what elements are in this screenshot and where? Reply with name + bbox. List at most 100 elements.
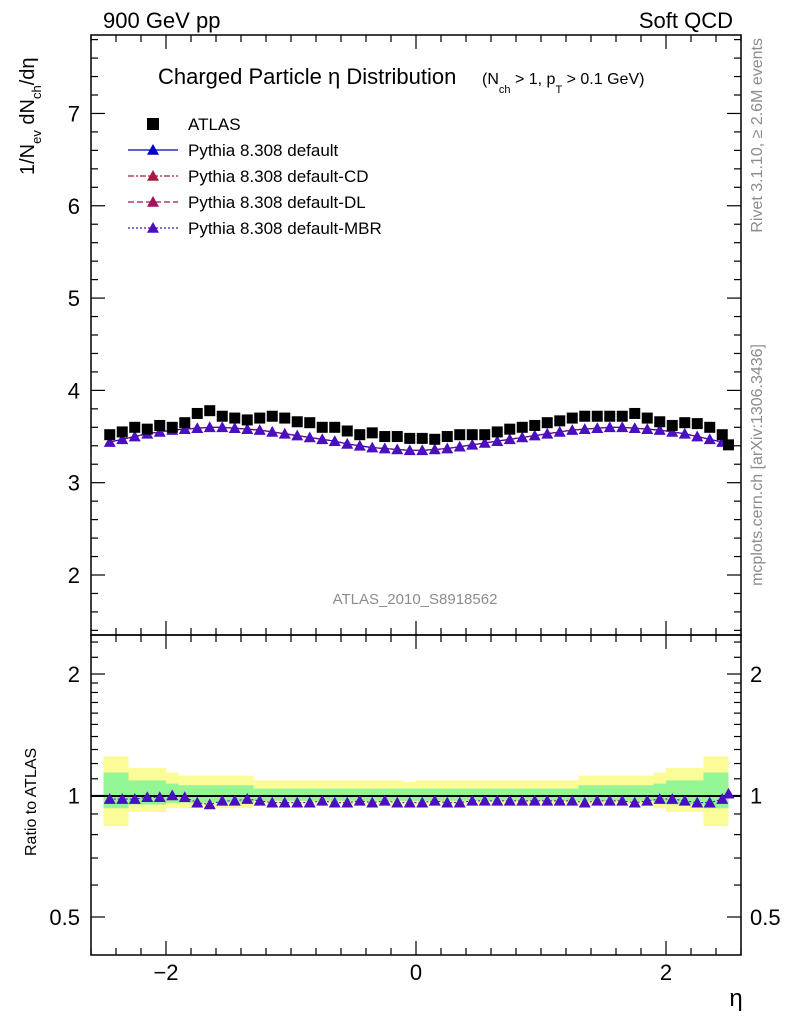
ratio-point <box>353 794 366 806</box>
legend-label: Pythia 8.308 default <box>188 141 339 160</box>
ratio-point <box>653 793 666 804</box>
mc-point <box>678 427 691 439</box>
mc-point <box>353 439 366 451</box>
atlas-point <box>541 417 553 429</box>
ratio-point <box>691 796 704 808</box>
ratio-point <box>141 791 154 803</box>
ratio-point <box>416 796 429 808</box>
mc-point <box>253 424 266 435</box>
x-tick-label: 0 <box>410 960 422 985</box>
ratio-y-tick-label: 0.5 <box>49 905 80 930</box>
ratio-point <box>303 796 316 808</box>
atlas-point <box>366 427 378 439</box>
main-y-axis-label: 1/Nev dNch/dη <box>17 57 44 175</box>
mc-point <box>578 423 591 434</box>
main-y-tick-label: 7 <box>68 101 80 126</box>
legend-marker-triangle <box>147 170 159 181</box>
atlas-point <box>279 412 291 424</box>
ratio-point <box>516 794 529 806</box>
atlas-point <box>141 423 153 435</box>
mc-point <box>278 427 291 439</box>
ratio-point <box>722 787 735 799</box>
ratio-point <box>378 794 391 806</box>
ratio-point <box>466 794 479 806</box>
ratio-point <box>166 789 179 801</box>
atlas-point <box>104 429 116 441</box>
mc-point <box>216 421 229 433</box>
mc-point <box>103 436 116 447</box>
atlas-point <box>666 419 678 431</box>
ratio-band-stat <box>178 785 254 803</box>
ratio-point <box>716 793 729 804</box>
atlas-point <box>441 431 453 443</box>
atlas-point <box>404 432 416 444</box>
atlas-point <box>466 429 478 441</box>
mc-point <box>241 423 254 434</box>
mc-line <box>109 426 723 451</box>
ratio-point <box>341 796 354 808</box>
ratio-point <box>291 796 304 808</box>
ratio-point <box>253 794 266 806</box>
ratio-point <box>403 796 416 808</box>
ratio-y-axis-label: Ratio to ATLAS <box>23 748 40 856</box>
atlas-point <box>654 416 666 428</box>
atlas-point <box>166 421 178 433</box>
mc-point <box>341 437 354 449</box>
mc-point <box>416 444 429 456</box>
atlas-point <box>179 417 191 429</box>
ratio-point <box>153 791 166 803</box>
mc-point <box>641 423 654 434</box>
main-y-tick-label: 5 <box>68 286 80 311</box>
ratio-point <box>103 793 116 804</box>
plot-title: Charged Particle η Distribution <box>158 64 456 89</box>
ratio-point <box>616 794 629 806</box>
mc-point <box>203 421 216 433</box>
mc-point <box>603 421 616 433</box>
mc-point <box>366 441 379 453</box>
header-left: 900 GeV pp <box>103 8 220 33</box>
atlas-point <box>291 416 303 428</box>
ratio-point <box>203 798 216 810</box>
axis-ticks: −2 0 2 2 3 4 5 6 7 0.5 0.5 1 1 2 2 <box>49 35 781 985</box>
ratio-point <box>116 793 129 804</box>
ratio-y-tick-label: 1 <box>68 784 80 809</box>
ratio-point <box>666 793 679 804</box>
atlas-point <box>429 433 441 445</box>
ratio-point <box>553 794 566 806</box>
atlas-point <box>704 421 716 433</box>
atlas-point <box>204 405 216 417</box>
ratio-point <box>191 796 204 808</box>
mc-point <box>153 425 166 437</box>
atlas-point <box>254 412 266 424</box>
ratio-point <box>628 796 641 808</box>
ratio-point <box>216 794 229 806</box>
mc-point <box>553 425 566 437</box>
atlas-point <box>341 425 353 437</box>
side-label-rivet: Rivet 3.1.10, ≥ 2.6M events <box>749 38 766 233</box>
legend-label: Pythia 8.308 default-MBR <box>188 219 382 238</box>
atlas-point <box>391 431 403 443</box>
mc-point <box>691 430 704 442</box>
x-tick-label: 2 <box>660 960 672 985</box>
ratio-point <box>478 794 491 806</box>
mc-point <box>403 444 416 456</box>
ratio-band-stat <box>578 785 654 801</box>
atlas-point <box>329 421 341 433</box>
ratio-y-tick-label-right: 2 <box>750 662 762 687</box>
mc-point <box>291 429 304 441</box>
ratio-point <box>453 796 466 808</box>
ratio-point <box>566 794 579 806</box>
atlas-point <box>616 410 628 422</box>
atlas-point <box>229 412 241 424</box>
mc-point <box>616 421 629 433</box>
ratio-y-tick-label-right: 0.5 <box>750 905 781 930</box>
atlas-point <box>723 439 734 451</box>
legend-label: Pythia 8.308 default-DL <box>188 193 366 212</box>
ratio-point <box>128 793 141 804</box>
analysis-watermark: ATLAS_2010_S8918562 <box>333 591 498 608</box>
mc-point <box>316 433 329 445</box>
x-axis-label: η <box>729 985 742 1012</box>
mc-point <box>191 422 204 434</box>
legend: ATLAS Pythia 8.308 default Pythia 8.308 de… <box>128 115 382 238</box>
